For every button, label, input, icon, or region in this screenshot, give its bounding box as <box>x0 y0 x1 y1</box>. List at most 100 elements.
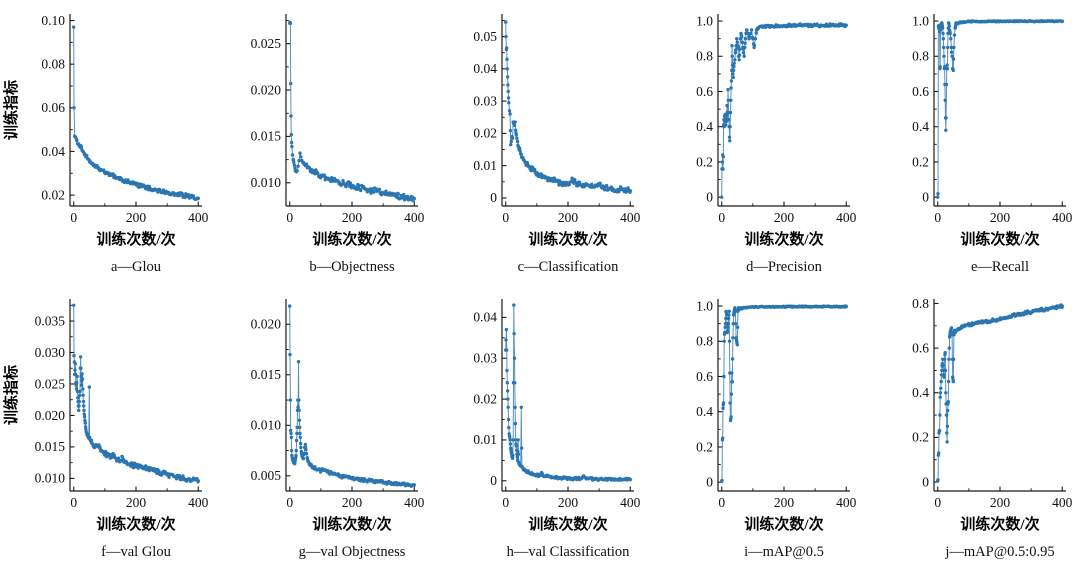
data-point <box>75 381 79 385</box>
data-point <box>82 415 87 419</box>
data-point <box>296 405 300 409</box>
y-tick-label: 0.020 <box>251 317 282 332</box>
x-tick-label: 400 <box>404 210 425 225</box>
data-point <box>729 98 733 103</box>
y-tick-label: 0.03 <box>473 93 497 108</box>
data-point <box>945 66 950 71</box>
data-point <box>298 441 303 446</box>
data-point <box>735 343 739 347</box>
data-point <box>508 129 513 133</box>
x-axis-label: 训练次数/次 <box>312 232 392 248</box>
data-point <box>946 408 950 413</box>
x-tick-label: 200 <box>990 210 1011 225</box>
data-point <box>83 421 88 425</box>
series-line <box>505 305 631 482</box>
data-point <box>598 181 602 185</box>
data-point <box>505 57 509 61</box>
chart-cell-h: 0 200 400 0 0.01 0.02 0.03 0.04 训练次数/次 h—val Cl… <box>432 285 648 570</box>
y-tick-label: 0.05 <box>473 29 497 44</box>
series-line <box>505 22 631 194</box>
y-tick-label: 0.4 <box>696 404 713 419</box>
y-tick-label: 1.0 <box>696 13 713 28</box>
x-tick-label: 0 <box>502 495 509 510</box>
data-point <box>296 360 301 364</box>
data-point <box>505 67 509 71</box>
chart-caption: e—Recall <box>971 259 1029 275</box>
y-tick-label: 0.04 <box>41 144 65 159</box>
data-point <box>743 45 747 50</box>
y-tick-label: 0.02 <box>41 187 65 202</box>
data-point <box>720 195 724 199</box>
data-point <box>731 68 736 73</box>
data-point <box>944 413 949 417</box>
data-point <box>945 63 949 67</box>
data-point <box>516 449 520 454</box>
data-point <box>733 58 737 62</box>
data-point <box>939 379 943 384</box>
data-point <box>740 35 744 39</box>
data-point <box>753 37 758 41</box>
data-point <box>81 393 85 397</box>
data-point <box>936 195 940 199</box>
data-point <box>513 120 517 124</box>
data-point <box>628 477 632 482</box>
data-point <box>82 404 86 408</box>
data-point <box>293 166 297 170</box>
data-point <box>288 21 293 25</box>
data-point <box>384 189 388 193</box>
data-point <box>731 336 735 340</box>
data-point <box>292 163 297 167</box>
data-point <box>722 339 726 343</box>
data-point <box>196 196 200 201</box>
data-point <box>728 110 733 115</box>
data-point <box>518 149 522 153</box>
y-tick-label: 0.8 <box>912 49 929 64</box>
data-point <box>77 399 82 404</box>
data-point <box>720 478 724 483</box>
x-axis-label: 训练次数/次 <box>744 517 824 533</box>
x-axis-label: 训练次数/次 <box>312 517 392 533</box>
data-point <box>519 446 524 450</box>
x-tick-label: 0 <box>718 495 725 510</box>
data-point <box>726 322 730 326</box>
chart-plot-f: 0 200 400 0.010 0.015 0.020 0.025 0.030 0.035 训练指… <box>2 299 209 510</box>
data-point <box>504 338 508 342</box>
data-point <box>727 118 731 122</box>
x-tick-label: 400 <box>188 495 209 510</box>
data-point <box>505 381 509 385</box>
data-point <box>735 325 740 329</box>
x-axis-label: 训练次数/次 <box>96 517 176 533</box>
data-point <box>730 357 735 361</box>
data-point <box>938 391 943 395</box>
x-tick-label: 0 <box>286 495 293 510</box>
chart-plot-i: 0 200 400 0 0.2 0.4 0.6 0.8 1.0 <box>696 298 857 510</box>
data-point <box>737 53 742 57</box>
data-point <box>945 424 950 428</box>
data-point <box>721 436 725 440</box>
x-tick-label: 200 <box>342 495 363 510</box>
y-tick-label: 0.010 <box>251 175 282 190</box>
data-point <box>729 86 733 90</box>
series-line <box>73 27 199 200</box>
x-tick-label: 0 <box>286 210 293 225</box>
data-point <box>412 196 416 201</box>
data-point <box>292 160 296 165</box>
data-point <box>504 20 508 24</box>
data-point <box>506 89 510 94</box>
data-point <box>79 383 84 387</box>
data-point <box>504 327 509 332</box>
data-point <box>75 138 79 143</box>
y-tick-label: 0.020 <box>35 408 66 423</box>
data-point <box>745 28 749 32</box>
data-point <box>507 109 512 113</box>
data-point <box>723 325 727 329</box>
data-point <box>519 405 523 409</box>
x-tick-label: 400 <box>1052 210 1073 225</box>
x-axis-label: 训练次数/次 <box>960 517 1040 533</box>
data-point <box>942 45 946 50</box>
data-point <box>303 442 307 447</box>
data-point <box>730 54 734 58</box>
data-point <box>730 44 734 48</box>
data-point <box>944 82 949 87</box>
data-point <box>943 350 947 355</box>
